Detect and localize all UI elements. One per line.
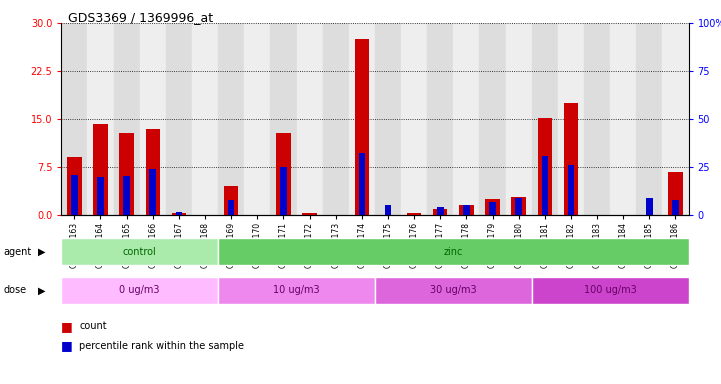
Bar (120, 133, 134, 215)
Text: 0 ug/m3: 0 ug/m3 (120, 285, 160, 295)
Bar (358, 153, 365, 215)
Bar (454, 23, 479, 215)
Bar (584, 23, 610, 215)
Bar (270, 23, 296, 215)
Bar (490, 202, 496, 215)
Bar (349, 23, 375, 215)
Bar (516, 198, 522, 215)
Bar (433, 209, 448, 215)
Text: ▶: ▶ (37, 285, 45, 295)
Bar (485, 199, 500, 215)
Text: control: control (123, 247, 156, 257)
Bar (87, 23, 114, 215)
Bar (123, 176, 130, 215)
Bar (375, 277, 531, 304)
Bar (541, 157, 548, 215)
Text: 10 ug/m3: 10 ug/m3 (273, 285, 320, 295)
Bar (401, 23, 427, 215)
Bar (538, 118, 552, 215)
Bar (407, 213, 421, 215)
Bar (531, 277, 689, 304)
Bar (218, 238, 689, 265)
Bar (511, 197, 526, 215)
Text: count: count (79, 321, 107, 331)
Text: ■: ■ (61, 320, 73, 333)
Bar (61, 238, 218, 265)
Text: GDS3369 / 1369996_at: GDS3369 / 1369996_at (68, 12, 213, 25)
Bar (218, 277, 375, 304)
Text: 100 ug/m3: 100 ug/m3 (584, 285, 637, 295)
Bar (668, 172, 683, 215)
Bar (323, 23, 349, 215)
Bar (149, 169, 156, 215)
Text: zinc: zinc (443, 247, 463, 257)
Bar (97, 177, 104, 215)
Bar (93, 124, 107, 215)
Text: ■: ■ (61, 339, 73, 352)
Bar (228, 200, 234, 215)
Bar (61, 277, 218, 304)
Bar (463, 205, 469, 215)
Bar (479, 23, 505, 215)
Text: ▶: ▶ (37, 247, 45, 257)
Text: dose: dose (4, 285, 27, 295)
Bar (427, 23, 454, 215)
Text: 30 ug/m3: 30 ug/m3 (430, 285, 477, 295)
Bar (146, 129, 160, 215)
Text: percentile rank within the sample: percentile rank within the sample (79, 341, 244, 351)
Bar (564, 103, 578, 215)
Bar (567, 165, 574, 215)
Bar (218, 23, 244, 215)
Bar (61, 23, 87, 215)
Bar (67, 157, 81, 215)
Bar (375, 23, 401, 215)
Bar (192, 23, 218, 215)
Bar (224, 186, 239, 215)
Bar (646, 198, 653, 215)
Bar (505, 23, 531, 215)
Bar (276, 133, 291, 215)
Bar (296, 23, 323, 215)
Bar (558, 23, 584, 215)
Bar (663, 23, 689, 215)
Bar (302, 213, 317, 215)
Bar (244, 23, 270, 215)
Bar (140, 23, 166, 215)
Bar (166, 23, 192, 215)
Bar (610, 23, 636, 215)
Bar (280, 167, 287, 215)
Bar (459, 205, 474, 215)
Bar (172, 213, 186, 215)
Bar (385, 205, 392, 215)
Bar (672, 200, 678, 215)
Bar (355, 39, 369, 215)
Bar (636, 23, 663, 215)
Text: agent: agent (4, 247, 32, 257)
Bar (114, 23, 140, 215)
Bar (71, 175, 78, 215)
Bar (531, 23, 558, 215)
Bar (437, 207, 443, 215)
Bar (176, 212, 182, 215)
